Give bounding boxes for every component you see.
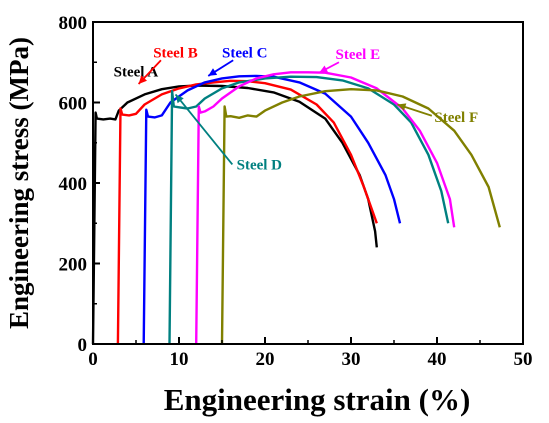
y-axis-title: Engineering stress (MPa) (4, 37, 34, 329)
x-tick-label: 30 (342, 349, 361, 370)
steel-d-pointer-line (174, 93, 234, 166)
steel-d-label: Steel D (237, 158, 283, 174)
x-tick-label: 40 (428, 349, 447, 370)
x-tick-label: 20 (256, 349, 275, 370)
x-axis-title: Engineering strain (%) (164, 382, 471, 417)
axes-layer: 0 10 20 30 40 50 0 200 400 600 800 (59, 13, 533, 370)
series-labels-layer: Steel A Steel B Steel C Steel D Steel E Steel… (114, 45, 479, 173)
steel-d-arrowhead (175, 94, 184, 104)
x-tick-label: 10 (170, 349, 189, 370)
y-tick-label: 0 (78, 335, 88, 356)
steel-b-arrowhead (138, 75, 147, 84)
steel-b-curve (116, 79, 378, 345)
steel-c-arrowhead (208, 68, 218, 76)
steel-b-label: Steel B (153, 45, 198, 61)
x-tick-label: 50 (514, 349, 533, 370)
steel-e-curve (195, 71, 456, 345)
steel-a-label: Steel A (114, 64, 159, 80)
steel-f-arrowhead (397, 103, 407, 111)
x-tick-label: 0 (88, 349, 98, 370)
steel-c-curve (142, 74, 402, 345)
curves-layer (91, 71, 501, 345)
y-tick-label: 400 (59, 174, 88, 195)
steel-f-label: Steel F (434, 110, 478, 126)
y-tick-label: 200 (59, 255, 88, 276)
steel-c-label: Steel C (222, 45, 267, 61)
steel-f-curve (220, 87, 501, 345)
steel-e-label: Steel E (336, 47, 381, 63)
steel-d-curve (168, 75, 450, 345)
y-tick-label: 600 (59, 94, 88, 115)
y-tick-label: 800 (59, 13, 88, 34)
steel-e-arrowhead (319, 65, 329, 73)
